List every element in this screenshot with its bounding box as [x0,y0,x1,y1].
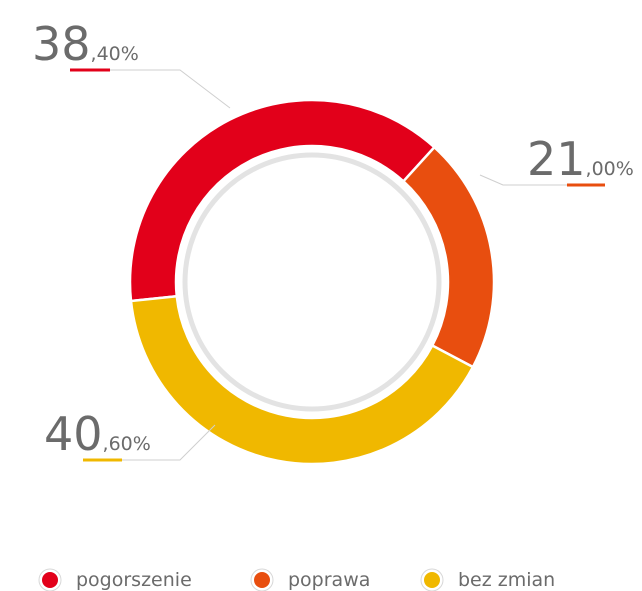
value-label: 40,60% [44,407,151,461]
leader-line [70,69,231,109]
donut-segment [129,294,475,466]
value-label-main: 38 [32,17,91,71]
value-label-fraction: ,00% [586,158,634,180]
donut-segment [401,145,496,369]
legend-marker [424,572,440,588]
donut-segment [128,98,437,303]
value-label: 21,00% [527,132,634,186]
legend-marker [42,572,58,588]
legend-label: poprawa [288,569,370,591]
legend-label: pogorszenie [76,569,192,591]
value-label-fraction: ,40% [91,43,139,65]
legend-label: bez zmian [458,569,555,591]
value-label-main: 21 [527,132,586,186]
legend-marker [254,572,270,588]
value-label-main: 40 [44,407,103,461]
inner-ring [182,152,442,412]
value-label: 38,40% [32,17,139,71]
value-label-fraction: ,60% [103,433,151,455]
